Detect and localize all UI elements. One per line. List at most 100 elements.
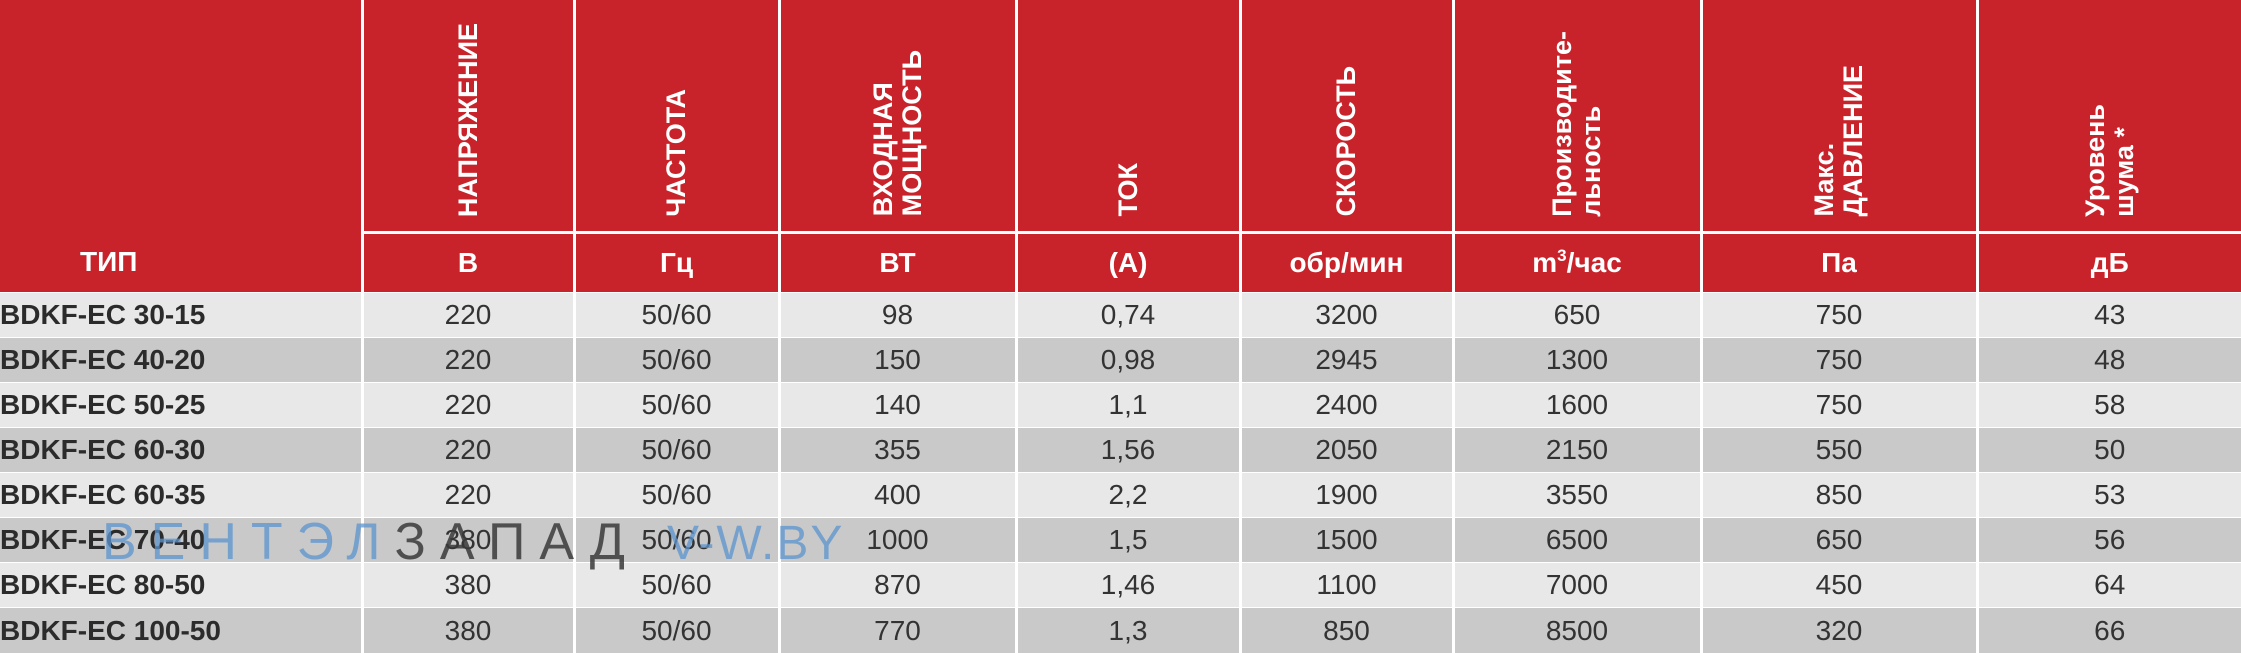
- table-cell: 1,5: [1014, 517, 1240, 563]
- table-cell: 50/60: [572, 517, 779, 563]
- table-cell: 140: [777, 382, 1016, 428]
- table-cell: 7000: [1451, 562, 1701, 608]
- header-power-label: ВХОДНАЯ МОЩНОСТЬ: [867, 50, 927, 217]
- header-pressure: Макс. ДАВЛЕНИЕ: [1699, 0, 1977, 234]
- table-cell: 53: [1975, 472, 2241, 518]
- table-cell: 150: [777, 337, 1016, 383]
- row-type-name: BDKF-EC 50-25: [0, 382, 362, 428]
- unit-power: ВТ: [777, 232, 1016, 293]
- header-row: ТИП НАПРЯЖЕНИЕ ЧАСТОТА ВХОДНАЯ МОЩНОСТЬ …: [0, 0, 2241, 293]
- header-voltage: НАПРЯЖЕНИЕ: [360, 0, 574, 234]
- table-cell: 50/60: [572, 562, 779, 608]
- data-body: BDKF-EC 30-15 220 50/60 98 0,74 3200 650 750 43 B…: [0, 292, 2241, 653]
- table-cell: 1,3: [1014, 607, 1240, 653]
- table-cell: 2,2: [1014, 472, 1240, 518]
- table-cell: 1100: [1238, 562, 1453, 608]
- table-cell: 400: [777, 472, 1016, 518]
- table-cell: 1,46: [1014, 562, 1240, 608]
- table-cell: 64: [1975, 562, 2241, 608]
- unit-current: (А): [1014, 232, 1240, 293]
- row-type-name: BDKF-EC 30-15: [0, 292, 362, 338]
- table-cell: 220: [360, 292, 574, 338]
- table-cell: 50/60: [572, 382, 779, 428]
- table-cell: 650: [1699, 517, 1977, 563]
- header-noise-label: Уровень шума *: [2079, 103, 2139, 217]
- table-cell: 870: [777, 562, 1016, 608]
- row-type-name: BDKF-EC 70-40: [0, 517, 362, 563]
- row-type-name: BDKF-EC 100-50: [0, 607, 362, 653]
- row-type-name: BDKF-EC 60-30: [0, 427, 362, 473]
- table-cell: 8500: [1451, 607, 1701, 653]
- table-cell: 850: [1238, 607, 1453, 653]
- header-current: ТОК: [1014, 0, 1240, 234]
- table-cell: 6500: [1451, 517, 1701, 563]
- header-noise: Уровень шума *: [1975, 0, 2241, 234]
- unit-frequency: Гц: [572, 232, 779, 293]
- table-cell: 850: [1699, 472, 1977, 518]
- table-cell: 66: [1975, 607, 2241, 653]
- table-cell: 3200: [1238, 292, 1453, 338]
- table-cell: 48: [1975, 337, 2241, 383]
- table-cell: 550: [1699, 427, 1977, 473]
- table-cell: 1300: [1451, 337, 1701, 383]
- header-current-label: ТОК: [1112, 163, 1143, 217]
- table-cell: 220: [360, 427, 574, 473]
- table-cell: 1000: [777, 517, 1016, 563]
- table-cell: 1600: [1451, 382, 1701, 428]
- table-cell: 450: [1699, 562, 1977, 608]
- table-cell: 50/60: [572, 337, 779, 383]
- table-cell: 220: [360, 337, 574, 383]
- header-voltage-label: НАПРЯЖЕНИЕ: [452, 22, 483, 217]
- table-cell: 2050: [1238, 427, 1453, 473]
- table-cell: 43: [1975, 292, 2241, 338]
- table-cell: 50: [1975, 427, 2241, 473]
- header-speed-label: СКОРОСТЬ: [1331, 66, 1361, 217]
- table-cell: 750: [1699, 292, 1977, 338]
- table-cell: 50/60: [572, 427, 779, 473]
- table-cell: 220: [360, 382, 574, 428]
- row-type-name: BDKF-EC 40-20: [0, 337, 362, 383]
- table-cell: 220: [360, 472, 574, 518]
- unit-voltage: В: [360, 232, 574, 293]
- table-cell: 650: [1451, 292, 1701, 338]
- row-type-name: BDKF-EC 60-35: [0, 472, 362, 518]
- table-cell: 355: [777, 427, 1016, 473]
- header-frequency-label: ЧАСТОТА: [661, 88, 691, 217]
- table-cell: 1500: [1238, 517, 1453, 563]
- table-row: BDKF-EC 60-30 220 50/60 355 1,56 2050 2150 550 5…: [0, 427, 2241, 473]
- table-row: BDKF-EC 70-40 380 50/60 1000 1,5 1500 6500 650 5…: [0, 517, 2241, 563]
- header-capacity: Производите- льность: [1451, 0, 1701, 234]
- table-cell: 56: [1975, 517, 2241, 563]
- table-cell: 750: [1699, 337, 1977, 383]
- unit-capacity-base: m: [1532, 247, 1558, 278]
- table-cell: 380: [360, 562, 574, 608]
- header-speed: СКОРОСТЬ: [1238, 0, 1453, 234]
- unit-capacity-sup: 3: [1557, 246, 1567, 265]
- table-cell: 50/60: [572, 607, 779, 653]
- table-cell: 750: [1699, 382, 1977, 428]
- table-cell: 50/60: [572, 472, 779, 518]
- unit-capacity: m3/час: [1451, 232, 1701, 293]
- table-cell: 380: [360, 607, 574, 653]
- table-row: BDKF-EC 80-50 380 50/60 870 1,46 1100 7000 450 6…: [0, 562, 2241, 608]
- table-row: BDKF-EC 60-35 220 50/60 400 2,2 1900 3550 850 53: [0, 472, 2241, 518]
- table-cell: 58: [1975, 382, 2241, 428]
- unit-noise: дБ: [1975, 232, 2241, 293]
- table-cell: 770: [777, 607, 1016, 653]
- table-cell: 3550: [1451, 472, 1701, 518]
- table-cell: 2945: [1238, 337, 1453, 383]
- unit-pressure: Па: [1699, 232, 1977, 293]
- table-cell: 2150: [1451, 427, 1701, 473]
- table-cell: 98: [777, 292, 1016, 338]
- header-pressure-label: Макс. ДАВЛЕНИЕ: [1809, 65, 1868, 217]
- table-cell: 1,56: [1014, 427, 1240, 473]
- table-cell: 320: [1699, 607, 1977, 653]
- table-cell: 1,1: [1014, 382, 1240, 428]
- table-row: BDKF-EC 50-25 220 50/60 140 1,1 2400 1600 750 58: [0, 382, 2241, 428]
- table-row: BDKF-EC 30-15 220 50/60 98 0,74 3200 650 750 43: [0, 292, 2241, 338]
- unit-capacity-rest: /час: [1566, 247, 1622, 278]
- table-row: BDKF-EC 100-50 380 50/60 770 1,3 850 8500 320 66: [0, 607, 2241, 653]
- header-frequency: ЧАСТОТА: [572, 0, 779, 234]
- unit-speed: обр/мин: [1238, 232, 1453, 293]
- table-cell: 1900: [1238, 472, 1453, 518]
